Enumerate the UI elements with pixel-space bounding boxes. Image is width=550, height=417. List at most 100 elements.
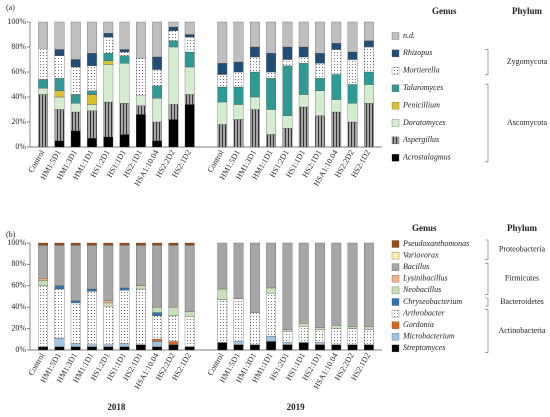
bar-segment: [119, 287, 130, 291]
legend-swatch: [391, 136, 400, 145]
bar-segment: [54, 338, 65, 347]
legend-label: Talaromyces: [403, 83, 443, 92]
bar-segment: [315, 78, 325, 91]
bar-segment: [331, 328, 342, 345]
bar-segment: [70, 346, 81, 351]
bar-segment: [54, 288, 65, 339]
y-tick-label: 100%: [7, 238, 26, 247]
bar-segment: [38, 244, 49, 279]
bar-segment: [103, 346, 114, 351]
legend-swatch: [391, 263, 400, 271]
bar-segment: [184, 311, 195, 317]
bar-segment: [184, 316, 195, 347]
bar-segment: [266, 287, 277, 294]
bar-segment: [233, 104, 244, 120]
bar-segment: [298, 21, 309, 48]
phylum-bracket: [485, 262, 489, 295]
bar-segment: [54, 109, 65, 141]
y-tick-label: 60%: [11, 67, 26, 76]
bar-segment: [233, 21, 244, 63]
bar-segment: [217, 299, 228, 343]
bar-segment: [103, 60, 114, 65]
group-label: 2018: [107, 402, 126, 412]
bar-segment: [298, 106, 309, 148]
legend-swatch: [391, 275, 400, 283]
legend-label: Lysinibacillus: [402, 274, 448, 283]
bar-segment: [54, 49, 65, 56]
bar-segment: [152, 242, 163, 246]
bar-segment: [249, 71, 260, 98]
bar-segment: [184, 51, 195, 68]
bar-segment: [347, 59, 358, 85]
bar-segment: [363, 21, 374, 41]
legend-swatch: [391, 32, 400, 40]
bar-segment: [119, 346, 130, 351]
bar-segment: [315, 329, 325, 343]
bar-segment: [70, 59, 81, 68]
bar-segment: [363, 84, 374, 104]
bar-segment: [54, 90, 65, 98]
bar-segment: [119, 343, 130, 347]
bar-segment: [54, 55, 65, 79]
bar-segment: [119, 21, 130, 50]
legend-label: Chryseobacterium: [403, 297, 462, 306]
bar-segment: [54, 244, 65, 286]
y-tick-label: 0%: [15, 345, 26, 354]
bar-segment: [103, 302, 114, 307]
bar-segment: [298, 326, 309, 343]
y-tick-label: 80%: [11, 42, 26, 51]
bar-segment: [266, 341, 277, 351]
bar-segment: [103, 64, 114, 103]
y-tick-label: 80%: [11, 259, 26, 268]
bar-segment: [119, 242, 130, 246]
bar-segment: [38, 79, 49, 89]
bar-segment: [38, 242, 49, 246]
bar-segment: [103, 344, 114, 347]
bar-segment: [331, 43, 342, 50]
bar-segment: [119, 51, 130, 56]
bar-segment: [70, 242, 81, 246]
bar-segment: [38, 278, 49, 281]
bar-segment: [266, 53, 277, 73]
bar-segment: [233, 119, 244, 148]
bar-segment: [298, 56, 309, 64]
bar-segment: [184, 242, 195, 246]
bar-segment: [363, 326, 374, 330]
bar-segment: [282, 128, 293, 148]
bar-segment: [184, 94, 195, 105]
bar-segment: [266, 109, 277, 135]
bar-segment: [315, 242, 325, 328]
bar-segment: [87, 90, 97, 95]
bar-segment: [168, 242, 179, 246]
bar-segment: [363, 40, 374, 48]
bar-segment: [70, 21, 81, 60]
bar-segment: [347, 84, 358, 104]
bar-segment: [331, 49, 342, 75]
bar-segment: [266, 335, 277, 342]
bar-segment: [347, 21, 358, 53]
bar-segment: [152, 69, 163, 86]
legend-label: Aspergillus: [402, 135, 439, 144]
bar-segment: [298, 342, 309, 351]
legend-swatch: [391, 49, 400, 58]
bar-segment: [298, 63, 309, 95]
bar-segment: [217, 86, 228, 103]
bar-segment: [70, 302, 81, 344]
bar-segment: [363, 329, 374, 345]
legend-label: Pseudoxanthomonas: [402, 239, 469, 248]
bar-segment: [331, 21, 342, 44]
bar-segment: [70, 244, 81, 301]
bar-segment: [70, 94, 81, 104]
bar-segment: [135, 95, 146, 106]
bar-segment: [363, 103, 374, 148]
bar-segment: [152, 140, 163, 148]
bar-segment: [103, 21, 114, 34]
bar-segment: [315, 63, 325, 79]
bar-segment: [363, 242, 374, 327]
bar-segment: [135, 244, 146, 286]
phylum-label: Firmicutes: [505, 274, 539, 283]
legend-swatch: [391, 154, 400, 162]
bar-segment: [347, 242, 358, 327]
legend-label: Acrostalagmus: [402, 153, 451, 162]
legend-label: Arthrobacter: [402, 308, 445, 317]
